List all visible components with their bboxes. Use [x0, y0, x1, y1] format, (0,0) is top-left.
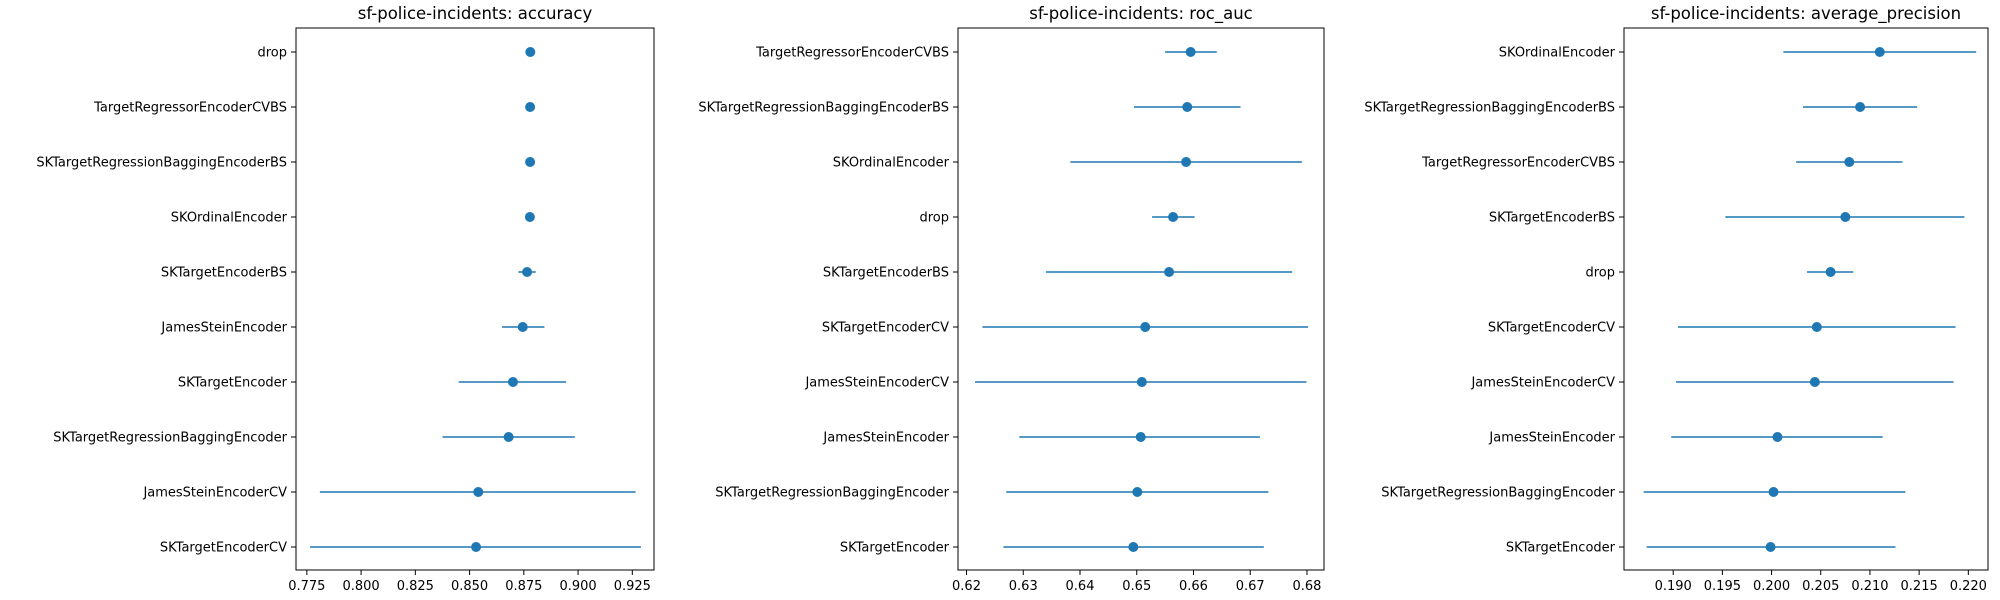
x-tick-label: 0.64 [1066, 579, 1095, 594]
x-tick-label: 0.875 [505, 579, 542, 594]
mean-point [1874, 47, 1885, 57]
category-label: drop [1585, 266, 1615, 281]
mean-point [1132, 487, 1143, 497]
mean-point [471, 542, 482, 552]
x-tick-label: 0.825 [397, 579, 434, 594]
category-label: SKOrdinalEncoder [1499, 46, 1616, 61]
mean-point [1840, 212, 1851, 222]
x-tick-label: 0.800 [342, 579, 379, 594]
panel-3: sf-police-incidents: average_precision 0.… [1364, 4, 1989, 594]
mean-point [1136, 377, 1147, 387]
x-tick-label: 0.200 [1753, 579, 1790, 594]
mean-point [1164, 267, 1175, 277]
category-label: SKTargetEncoderBS [161, 266, 287, 281]
panel-title: sf-police-incidents: roc_auc [1029, 4, 1253, 24]
x-tick-label: 0.63 [1009, 579, 1038, 594]
mean-point [1855, 102, 1866, 112]
mean-point [1844, 157, 1855, 167]
category-label: TargetRegressorEncoderCVBS [755, 46, 949, 61]
category-label: JamesSteinEncoder [822, 431, 949, 446]
panel-1: sf-police-incidents: accuracy 0.775 0.800 0… [36, 4, 655, 594]
category-label: JamesSteinEncoder [160, 321, 287, 336]
x-tick-label: 0.925 [614, 579, 651, 594]
mean-point [1185, 47, 1196, 57]
category-label: SKTargetEncoder [1506, 541, 1616, 556]
mean-point [1811, 322, 1822, 332]
x-tick-label: 0.67 [1236, 579, 1265, 594]
x-tick-label: 0.65 [1122, 579, 1151, 594]
mean-point [507, 377, 518, 387]
x-tick-label: 0.205 [1802, 579, 1839, 594]
mean-point [517, 322, 528, 332]
category-label: JamesSteinEncoderCV [804, 376, 949, 391]
panel-title: sf-police-incidents: accuracy [358, 4, 593, 23]
category-label: SKOrdinalEncoder [833, 156, 950, 171]
x-tick-label: 0.775 [288, 579, 325, 594]
mean-point [525, 47, 536, 57]
category-label: SKOrdinalEncoder [171, 211, 288, 226]
axes-frame [1623, 27, 1989, 571]
axes-frame [295, 27, 655, 571]
category-label: TargetRegressorEncoderCVBS [93, 101, 287, 116]
mean-point [1765, 542, 1776, 552]
axes-frame [957, 27, 1325, 571]
mean-point [503, 432, 514, 442]
mean-point [1181, 157, 1192, 167]
mean-point [1168, 212, 1179, 222]
mean-point [525, 157, 536, 167]
category-label: SKTargetEncoder [178, 376, 288, 391]
category-label: JamesSteinEncoderCV [1470, 376, 1615, 391]
category-label: SKTargetRegressionBaggingEncoderBS [698, 101, 949, 116]
panel-title: sf-police-incidents: average_precision [1651, 4, 1961, 24]
category-label: SKTargetRegressionBaggingEncoderBS [36, 156, 287, 171]
category-label: SKTargetRegressionBaggingEncoder [53, 431, 287, 446]
mean-point [1128, 542, 1139, 552]
panels: sf-police-incidents: accuracy 0.775 0.800 0… [36, 4, 1989, 594]
panel-2: sf-police-incidents: roc_auc 0.62 0.63 0.64… [698, 4, 1325, 594]
x-tick-label: 0.68 [1293, 579, 1322, 594]
mean-point [1772, 432, 1783, 442]
category-label: SKTargetEncoderBS [1489, 211, 1615, 226]
mean-point [522, 267, 533, 277]
mean-point [1135, 432, 1146, 442]
category-label: JamesSteinEncoderCV [142, 486, 287, 501]
category-label: SKTargetEncoderBS [823, 266, 949, 281]
category-label: TargetRegressorEncoderCVBS [1421, 156, 1615, 171]
mean-point [1140, 322, 1151, 332]
category-label: JamesSteinEncoder [1488, 431, 1615, 446]
mean-point [1809, 377, 1820, 387]
x-tick-label: 0.900 [559, 579, 596, 594]
mean-point [1182, 102, 1193, 112]
x-tick-label: 0.195 [1704, 579, 1741, 594]
category-label: SKTargetRegressionBaggingEncoder [1381, 486, 1615, 501]
category-label: SKTargetEncoderCV [160, 541, 287, 556]
mean-point [1768, 487, 1779, 497]
x-tick-label: 0.220 [1950, 579, 1987, 594]
category-label: SKTargetEncoder [840, 541, 950, 556]
x-tick-label: 0.66 [1179, 579, 1208, 594]
x-tick-label: 0.190 [1655, 579, 1692, 594]
category-label: drop [919, 211, 949, 226]
mean-point [473, 487, 484, 497]
x-tick-label: 0.210 [1851, 579, 1888, 594]
mean-point [1825, 267, 1836, 277]
category-label: SKTargetRegressionBaggingEncoderBS [1364, 101, 1615, 116]
mean-point [525, 102, 536, 112]
category-label: SKTargetEncoderCV [822, 321, 949, 336]
category-label: drop [257, 46, 287, 61]
category-label: SKTargetRegressionBaggingEncoder [715, 486, 949, 501]
x-tick-label: 0.62 [952, 579, 981, 594]
category-label: SKTargetEncoderCV [1488, 321, 1615, 336]
x-tick-label: 0.215 [1901, 579, 1938, 594]
x-tick-label: 0.850 [451, 579, 488, 594]
mean-point [524, 212, 535, 222]
